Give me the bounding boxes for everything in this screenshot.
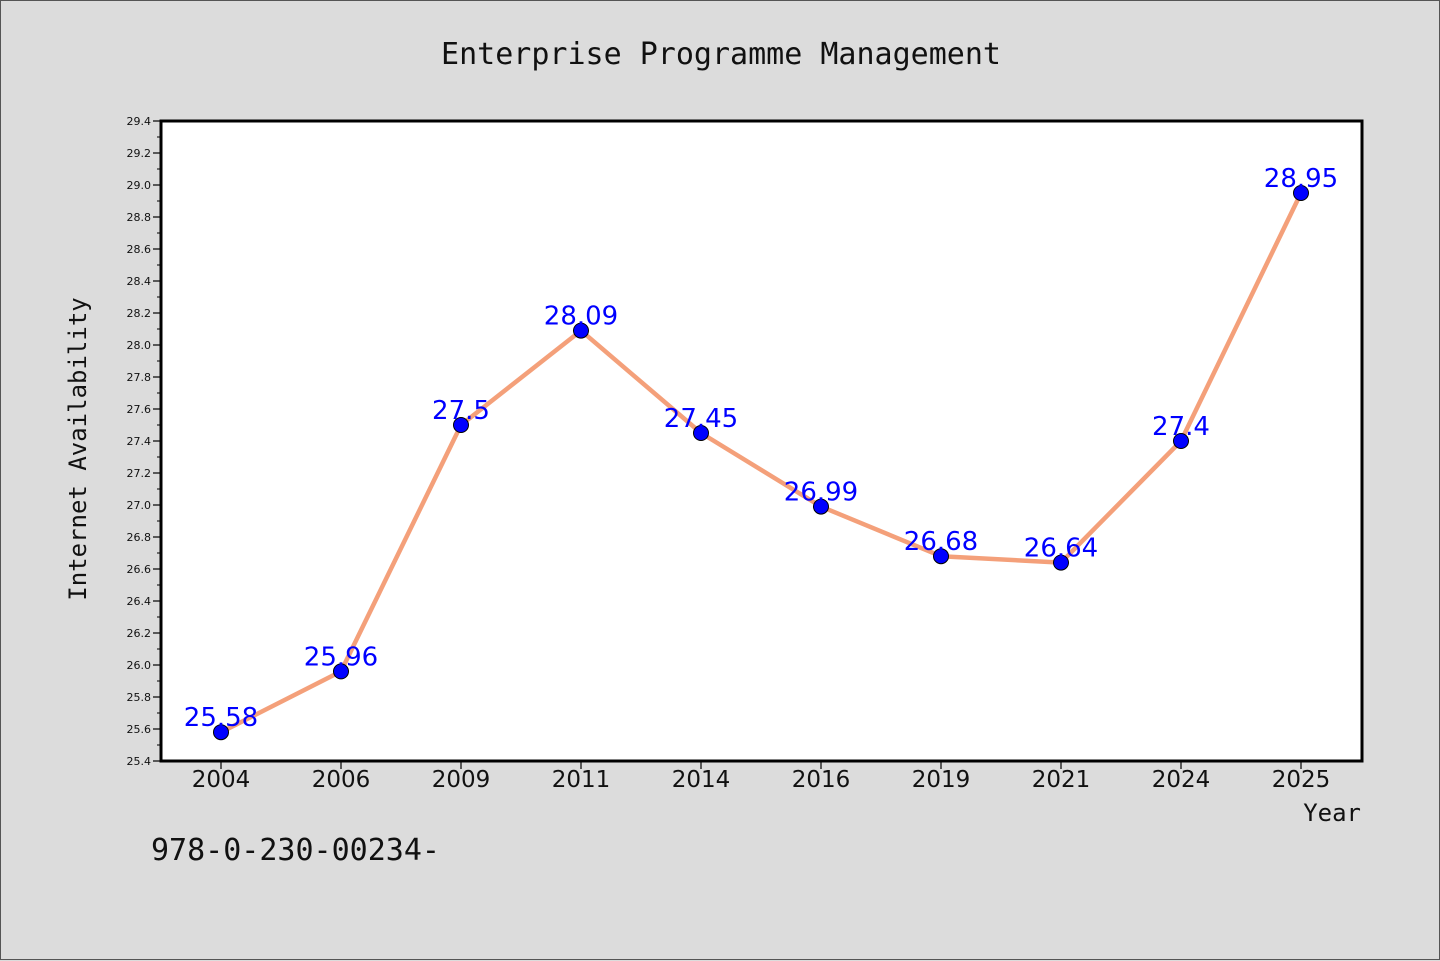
x-tick-label: 2004 [192,767,251,793]
data-point [813,498,829,515]
y-axis: 25.4 25.6 25.8 26.0 26.2 26.4 26.6 26.8 27.0 27.2… [127,115,161,768]
data-point [333,663,349,680]
y-tick-label: 26.8 [127,531,152,544]
data-point [1293,185,1309,201]
y-tick-label: 25.6 [127,723,152,736]
y-tick-label: 25.8 [127,691,152,704]
data-labels: 25.58 25.96 27.5 28.09 27.45 26.99 26.68 26.64 2… [184,164,1338,733]
data-label: 27.4 [1152,412,1210,442]
y-tick-label: 27.6 [127,403,152,416]
series-line [218,190,1304,735]
footer-code: 978-0-230-00234- [151,833,440,868]
x-tick-label: 2024 [1152,767,1211,793]
data-label: 28.09 [544,302,618,332]
x-axis: 2004 2006 2009 2011 2014 2016 2019 2021 2024 2025 [192,761,1331,793]
data-label: 26.99 [784,478,858,508]
data-label: 26.68 [904,527,978,557]
y-tick-label: 26.4 [127,595,152,608]
chart-title: Enterprise Programme Management [441,37,1001,72]
x-tick-label: 2019 [912,767,971,793]
plot-area [159,119,1364,763]
x-tick-label: 2011 [552,767,611,793]
data-label: 27.5 [432,396,490,426]
y-tick-label: 28.2 [127,307,152,320]
x-tick-label: 2009 [432,767,491,793]
data-label: 25.58 [184,703,258,733]
y-tick-label: 28.6 [127,243,152,256]
data-point [453,417,469,433]
series-layer [213,185,1309,741]
data-label: 26.64 [1024,534,1098,564]
x-tick-label: 2016 [792,767,851,793]
y-tick-label: 27.8 [127,371,152,384]
y-tick-label: 26.2 [127,627,152,640]
y-tick-label: 27.2 [127,467,152,480]
y-axis-label: Internet Availability [64,297,92,600]
y-tick-label: 28.0 [127,339,152,352]
y-tick-label: 29.2 [127,147,152,160]
data-point [213,724,229,741]
x-tick-label: 2021 [1032,767,1091,793]
y-tick-label: 27.0 [127,499,152,512]
x-tick-label: 2014 [672,767,731,793]
y-tick-label: 29.0 [127,179,152,192]
data-point [573,322,589,339]
data-point [693,425,709,441]
data-label: 25.96 [304,642,378,672]
y-tick-label: 26.6 [127,563,152,576]
y-tick-label: 26.0 [127,659,152,672]
data-point [933,548,949,565]
data-point [1173,433,1189,449]
y-tick-label: 27.4 [127,435,152,448]
x-tick-label: 2025 [1272,767,1331,793]
x-axis-label: Year [1303,799,1361,827]
data-label: 28.95 [1264,164,1338,194]
data-label: 27.45 [664,404,738,434]
y-tick-label: 28.4 [127,275,152,288]
y-tick-label: 28.8 [127,211,152,224]
data-point [1053,554,1069,571]
y-tick-label: 25.4 [127,755,152,768]
x-tick-label: 2006 [312,767,371,793]
y-tick-label: 29.4 [127,115,152,128]
